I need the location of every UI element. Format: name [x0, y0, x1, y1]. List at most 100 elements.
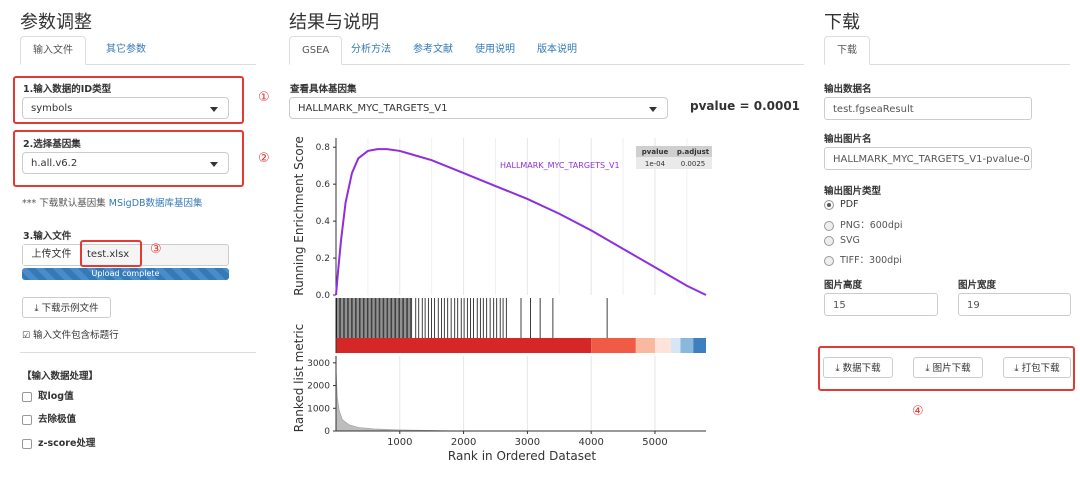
x-tick-label: 2000	[451, 437, 476, 448]
y2-tick-label: 1000	[307, 404, 330, 414]
table-header-bg	[636, 146, 712, 157]
radio-selected-icon	[824, 199, 834, 210]
msigdb-link[interactable]: MSigDB数据库基因集	[108, 198, 203, 209]
rank-color-segment	[680, 338, 694, 353]
checkbox-outliers-label: 去除极值	[38, 414, 77, 425]
x-tick-label: 1000	[387, 437, 412, 448]
gene-set-select[interactable]: h.all.v6.2	[22, 152, 229, 174]
tab-gsea[interactable]: GSEA	[289, 36, 343, 65]
tab-usage[interactable]: 使用说明	[475, 44, 515, 55]
gene-set-value: h.all.v6.2	[31, 158, 78, 169]
rank-color-segment	[693, 338, 706, 353]
left-tabs: 输入文件 其它参数	[20, 36, 256, 65]
annotation-4: ④	[912, 404, 924, 419]
y-tick-label: 0.2	[316, 254, 330, 264]
image-width-input[interactable]: 19	[958, 293, 1071, 316]
es-curve	[335, 148, 707, 296]
bundle-download-button[interactable]: ⤓ 打包下载	[1003, 357, 1071, 378]
x-tick-label: 3000	[515, 437, 540, 448]
checkbox-outliers[interactable]: 去除极值	[22, 411, 76, 425]
download-note: *** 下载默认基因集 MSigDB数据库基因集	[22, 195, 203, 209]
curve-label: HALLMARK_MYC_TARGETS_V1	[500, 161, 620, 170]
checkbox-icon	[22, 414, 32, 425]
output-image-name-input[interactable]: HALLMARK_MYC_TARGETS_V1-pvalue-0.	[824, 147, 1032, 170]
download-icon: ⤓	[925, 363, 930, 374]
es-panel: 0.0 0.2 0.4 0.6 0.8 HALLMARK_MYC_TARGETS_V1 pv…	[316, 138, 712, 301]
y2-tick-label: 2000	[307, 382, 330, 392]
highlight-box-1	[13, 76, 244, 124]
rank-color-segment	[635, 338, 655, 353]
input-file-label: 3.输入文件	[23, 231, 72, 242]
radio-icon	[824, 255, 834, 266]
radio-icon	[824, 220, 834, 231]
y-tick-label: 0.6	[316, 180, 331, 190]
y-tick-label: 0.4	[316, 217, 331, 227]
highlight-box-3	[80, 240, 142, 267]
rank-color-segment	[336, 338, 592, 353]
metric-panel: 0 1000 2000 3000 1000 2000 3000 4000 5000	[307, 356, 706, 448]
gsea-plot: 0.0 0.2 0.4 0.6 0.8 HALLMARK_MYC_TARGETS_V1 pv…	[292, 136, 712, 463]
processing-title: 【输入数据处理】	[22, 371, 99, 382]
chevron-down-icon	[649, 107, 657, 112]
radio-pdf-label: PDF	[840, 199, 859, 210]
metric-area	[335, 367, 452, 432]
rank-color-segment	[654, 338, 671, 353]
geneset-view-select[interactable]: HALLMARK_MYC_TARGETS_V1	[289, 97, 668, 119]
image-width-label: 图片宽度	[958, 280, 997, 291]
x-tick-label: 5000	[642, 437, 667, 448]
y-axis-label-metric: Ranked list metric	[292, 324, 306, 432]
tab-version[interactable]: 版本说明	[537, 44, 577, 55]
image-download-button[interactable]: ⤓ 图片下载	[913, 357, 983, 378]
download-sample-label: 下载示例文件	[41, 303, 99, 314]
upload-file-button[interactable]: 上传文件	[23, 245, 81, 265]
annotation-3: ③	[150, 242, 162, 257]
rank-color-segment	[670, 338, 681, 353]
output-data-name-label: 输出数据名	[824, 84, 872, 95]
output-image-name-label: 输出图片名	[824, 134, 872, 145]
middle-panel-title: 结果与说明	[289, 12, 379, 33]
annotation-2: ②	[258, 151, 270, 166]
checkbox-icon	[22, 391, 32, 402]
download-note-text: *** 下载默认基因集	[22, 198, 109, 209]
tab-method[interactable]: 分析方法	[351, 44, 391, 55]
right-panel-title: 下载	[824, 12, 860, 33]
checkbox-log-label: 取log值	[38, 391, 74, 402]
chevron-down-icon	[210, 162, 218, 167]
image-height-label: 图片高度	[824, 280, 863, 291]
table-value-pvalue: 1e-04	[645, 160, 666, 168]
highlight-box-2	[13, 130, 244, 187]
radio-svg[interactable]: SVG	[824, 235, 860, 246]
image-height-input[interactable]: 15	[824, 293, 938, 316]
gene-set-label: 2.选择基因集	[23, 139, 81, 150]
table-header-padjust: p.adjust	[677, 148, 710, 156]
radio-pdf[interactable]: PDF	[824, 199, 859, 210]
tab-other-params[interactable]: 其它参数	[106, 44, 146, 55]
y-tick-label: 0.0	[316, 291, 331, 301]
geneset-view-value: HALLMARK_MYC_TARGETS_V1	[298, 103, 448, 114]
download-icon: ⤓	[34, 303, 39, 314]
header-row-label: 输入文件包含标题行	[33, 330, 119, 341]
data-download-button[interactable]: ⤓ 数据下载	[823, 357, 893, 378]
tab-references[interactable]: 参考文献	[413, 44, 453, 55]
right-tabs: 下载	[824, 36, 1070, 65]
radio-png[interactable]: PNG：600dpi	[824, 217, 903, 231]
header-row-checkbox[interactable]: ☑ 输入文件包含标题行	[22, 327, 119, 341]
checkbox-zscore[interactable]: z-score处理	[22, 435, 95, 449]
radio-tiff[interactable]: TIFF：300dpi	[824, 252, 902, 266]
image-download-label: 图片下载	[932, 363, 971, 374]
radio-svg-label: SVG	[840, 235, 860, 246]
tab-input-file[interactable]: 输入文件	[20, 36, 86, 65]
download-icon: ⤓	[1014, 363, 1019, 374]
id-type-value: symbols	[31, 103, 73, 114]
left-panel-title: 参数调整	[20, 12, 92, 33]
output-data-name-input[interactable]: test.fgseaResult	[824, 97, 1032, 120]
annotation-1: ①	[258, 90, 270, 105]
tab-download[interactable]: 下载	[824, 36, 870, 65]
download-sample-button[interactable]: ⤓ 下载示例文件	[22, 297, 111, 318]
checkbox-log[interactable]: 取log值	[22, 388, 74, 402]
progress-fill: Upload complete	[22, 268, 229, 280]
id-type-select[interactable]: symbols	[22, 97, 229, 119]
checkmark-icon: ☑	[22, 331, 31, 341]
highlight-box-4	[818, 346, 1075, 391]
file-name-display: test.xlsx	[87, 249, 130, 260]
